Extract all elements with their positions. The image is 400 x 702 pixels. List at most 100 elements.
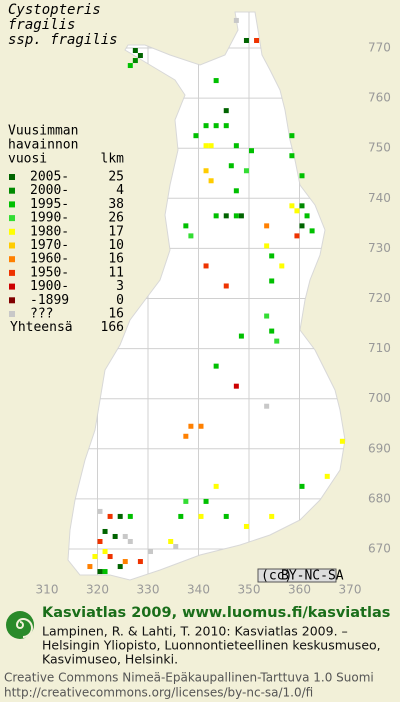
observation-square [238, 213, 244, 219]
observation-square [198, 513, 204, 519]
legend-count: 16 [108, 252, 124, 267]
observation-square [309, 228, 315, 234]
observations [87, 17, 345, 575]
legend-label: 1980- [30, 224, 69, 239]
observation-square [269, 328, 275, 334]
observation-square [203, 498, 209, 504]
legend-swatch [9, 242, 15, 249]
legend-header: havainnon [8, 138, 78, 153]
observation-square [289, 153, 295, 159]
observation-square [102, 569, 108, 575]
x-tick-label: 330 [137, 583, 160, 597]
legend-count: 38 [108, 197, 124, 212]
observation-square [102, 549, 108, 555]
legend-label: 1950- [30, 265, 69, 280]
ticks: 310 320 330 340 350 360 3706706806907007107207… [36, 41, 391, 597]
x-tick-label: 350 [238, 583, 261, 597]
observation-square [249, 148, 254, 154]
legend-swatch [9, 201, 15, 208]
title-line: ssp. fragilis [8, 32, 118, 48]
observation-square [264, 223, 270, 229]
legend-label: 1960- [30, 252, 69, 267]
observation-square [97, 508, 103, 514]
observation-square [117, 513, 123, 519]
observation-square [233, 188, 239, 194]
observation-square [223, 213, 229, 219]
citation-line: Kasvimuseo, Helsinki. [42, 652, 178, 667]
observation-square [264, 243, 270, 249]
legend-header: vuosi [8, 152, 47, 167]
observation-square [213, 213, 219, 219]
license-line: http://creativecommons.org/licenses/by-n… [4, 686, 313, 700]
legend-count-header: lkm [101, 152, 125, 167]
y-tick-label: 760 [368, 91, 391, 105]
observation-square [183, 498, 189, 504]
legend-swatch [9, 283, 15, 290]
legend-swatch [9, 256, 15, 263]
citation-line: Lampinen, R. & Lahti, T. 2010: Kasviatla… [42, 624, 348, 639]
observation-square [243, 523, 249, 529]
observation-square [213, 123, 219, 129]
legend-swatch [9, 174, 15, 180]
badge-text: BY-NC-SA [281, 569, 344, 584]
observation-square [238, 333, 244, 339]
y-tick-label: 710 [368, 341, 391, 355]
logo-circle [6, 611, 34, 639]
observation-square [223, 513, 229, 519]
license-line: Creative Commons Nimeä-Epäkaupallinen-Ta… [4, 671, 374, 685]
observation-square [87, 564, 93, 570]
legend-label: 1995- [30, 197, 69, 212]
observation-square [132, 48, 138, 54]
legend-total: 166 [101, 320, 124, 335]
observation-square [243, 168, 249, 174]
observation-square [203, 143, 209, 149]
observation-square [117, 564, 123, 570]
legend-count: 4 [116, 183, 124, 198]
y-tick-label: 690 [368, 441, 391, 455]
observation-square [269, 253, 275, 259]
badge-frame [257, 568, 337, 583]
legend-swatch [9, 215, 15, 222]
observation-square [269, 513, 275, 519]
badge-text: (cc) [261, 569, 292, 584]
observation-square [213, 78, 219, 84]
observation-square [97, 569, 103, 575]
observation-square [188, 423, 194, 429]
license-badge: (cc) BY-NC-SA [257, 568, 344, 584]
observation-square [223, 283, 229, 289]
observation-square [183, 433, 189, 439]
y-tick-label: 750 [368, 141, 391, 155]
legend-swatch [9, 187, 15, 194]
legend-count: 10 [108, 238, 124, 253]
observation-square [178, 513, 184, 519]
observation-square [299, 173, 305, 179]
observation-square [289, 133, 295, 139]
observation-square [168, 538, 174, 544]
observation-square [127, 63, 133, 69]
x-tick-label: 340 [187, 583, 210, 597]
y-tick-label: 680 [368, 491, 391, 505]
x-tick-label: 370 [339, 583, 362, 597]
y-tick-label: 730 [368, 241, 391, 255]
observation-square [269, 278, 275, 284]
legend-count: 16 [108, 307, 124, 322]
legend-label: 1990- [30, 211, 69, 226]
observation-square [122, 533, 128, 539]
observation-square [208, 143, 214, 149]
observation-square [299, 483, 305, 489]
legend-count: 0 [116, 293, 124, 308]
legend-swatch [9, 269, 15, 276]
observation-square [203, 123, 209, 129]
observation-square [233, 143, 239, 149]
observation-square [304, 213, 310, 219]
observation-square [188, 233, 194, 239]
observation-square [148, 549, 153, 555]
legend-count: 26 [108, 211, 124, 226]
observation-square [294, 233, 300, 239]
observation-square [324, 473, 330, 479]
y-tick-label: 670 [368, 542, 391, 556]
observation-square [264, 403, 270, 409]
title-line: fragilis [8, 17, 75, 33]
